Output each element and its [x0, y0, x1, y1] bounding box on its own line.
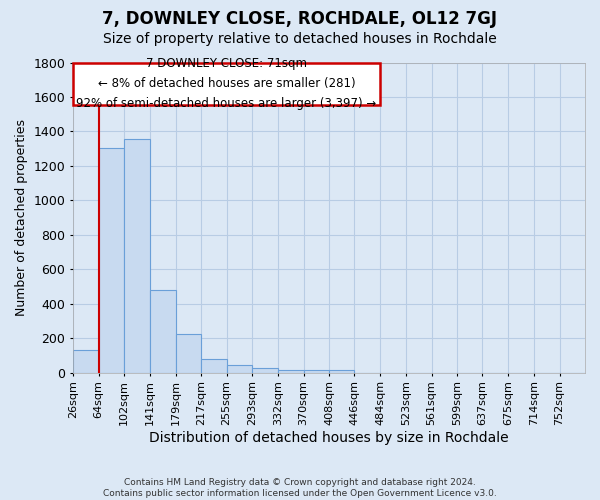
Text: 7, DOWNLEY CLOSE, ROCHDALE, OL12 7GJ: 7, DOWNLEY CLOSE, ROCHDALE, OL12 7GJ: [103, 10, 497, 28]
Bar: [252, 368, 278, 372]
FancyBboxPatch shape: [73, 62, 380, 104]
X-axis label: Distribution of detached houses by size in Rochdale: Distribution of detached houses by size …: [149, 431, 509, 445]
Bar: [201, 359, 227, 372]
Text: 7 DOWNLEY CLOSE: 71sqm
← 8% of detached houses are smaller (281)
92% of semi-det: 7 DOWNLEY CLOSE: 71sqm ← 8% of detached …: [76, 57, 377, 110]
Bar: [124, 139, 150, 372]
Bar: [278, 370, 304, 372]
Y-axis label: Number of detached properties: Number of detached properties: [15, 119, 28, 316]
Bar: [227, 364, 252, 372]
Bar: [304, 370, 329, 372]
Bar: [176, 334, 201, 372]
Bar: [98, 148, 124, 372]
Bar: [329, 370, 355, 372]
Bar: [150, 290, 176, 372]
Bar: [73, 350, 98, 372]
Text: Contains HM Land Registry data © Crown copyright and database right 2024.
Contai: Contains HM Land Registry data © Crown c…: [103, 478, 497, 498]
Text: Size of property relative to detached houses in Rochdale: Size of property relative to detached ho…: [103, 32, 497, 46]
